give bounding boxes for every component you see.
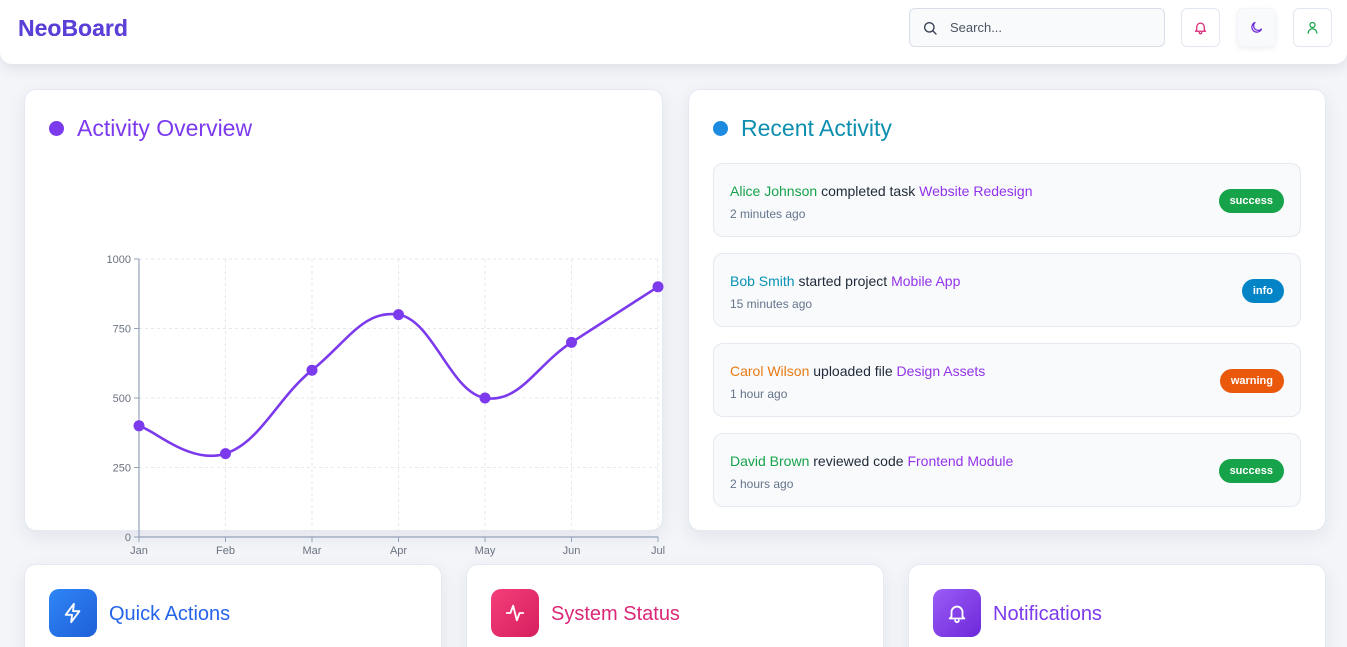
x-tick-label: Mar [303,545,322,557]
quick-actions-card: Quick Actions [24,564,442,647]
title-dot [713,121,728,136]
x-tick-label: Jan [130,545,148,557]
activity-time: 2 hours ago [730,477,794,491]
x-tick-label: Jun [563,545,581,557]
notifications-button[interactable] [1181,8,1220,47]
data-point [566,336,577,348]
system-status-card: System Status [466,564,884,647]
activity-line-chart: 0 250 500 750 1000 Jan Feb Mar Apr May Jun Jul [107,254,665,557]
bell-icon-tile [933,589,981,637]
data-point [133,420,145,432]
status-badge: success [1218,459,1284,483]
theme-toggle-button[interactable] [1237,8,1276,47]
pulse-icon-tile [491,589,539,637]
status-badge: warning [1219,369,1284,393]
y-tick-label: 750 [113,324,131,336]
x-tick-label: Jul [651,545,665,557]
data-point [220,448,231,460]
y-tick-label: 0 [125,532,131,544]
user-icon [1307,21,1318,34]
bell-icon [1194,22,1207,35]
recent-activity-title: Recent Activity [741,115,892,141]
search-box[interactable] [909,8,1165,47]
activity-action: started project [798,273,888,289]
pulse-icon [505,604,525,622]
notifications-title: Notifications [993,603,1102,625]
lightning-icon [64,602,81,624]
activity-action: completed task [821,183,916,199]
activity-item[interactable]: David Brown reviewed code Frontend Modul… [713,433,1301,507]
activity-time: 1 hour ago [730,387,788,401]
activity-text: Bob Smith started project Mobile App [730,273,960,289]
title-dot [49,121,64,136]
activity-user[interactable]: David Brown [730,453,810,469]
activity-target[interactable]: Design Assets [896,363,986,379]
activity-user[interactable]: Carol Wilson [730,363,810,379]
data-point [479,392,491,404]
recent-activity-card: Recent Activity Alice Johnson completed … [688,89,1326,531]
y-tick-label: 1000 [107,254,131,266]
data-point [393,309,404,321]
profile-button[interactable] [1293,8,1332,47]
status-badge: success [1218,189,1284,213]
moon-icon [1251,21,1263,33]
activity-item[interactable]: Bob Smith started project Mobile App 15 m… [713,253,1301,327]
status-badge: info [1241,279,1284,303]
x-tick-label: Apr [390,545,407,557]
activity-target[interactable]: Mobile App [891,273,961,289]
activity-text: Carol Wilson uploaded file Design Assets [730,363,985,379]
recent-activity-heading: Recent Activity [713,115,892,142]
activity-item[interactable]: Carol Wilson uploaded file Design Assets… [713,343,1301,417]
activity-text: Alice Johnson completed task Website Red… [730,183,1033,199]
y-tick-label: 250 [113,463,131,475]
activity-action: uploaded file [813,363,893,379]
quick-actions-title: Quick Actions [109,603,231,625]
x-tick-label: May [475,545,496,557]
search-icon [924,21,937,35]
top-bar: NeoBoard [0,0,1347,64]
activity-user[interactable]: Alice Johnson [730,183,818,199]
search-input[interactable] [950,20,1140,35]
activity-overview-heading: Activity Overview [49,115,252,142]
system-status-title: System Status [551,603,680,625]
activity-text: David Brown reviewed code Frontend Modul… [730,453,1013,469]
brand-logo[interactable]: NeoBoard [18,15,128,41]
activity-overview-title: Activity Overview [77,115,253,141]
activity-action: reviewed code [813,453,904,469]
bell-icon [948,605,966,624]
activity-time: 15 minutes ago [730,297,813,311]
activity-target[interactable]: Frontend Module [907,453,1014,469]
x-tick-label: Feb [216,545,235,557]
activity-target[interactable]: Website Redesign [919,183,1033,199]
lightning-icon-tile [49,589,97,637]
y-tick-label: 500 [113,393,131,405]
notifications-card: Notifications [908,564,1326,647]
activity-item[interactable]: Alice Johnson completed task Website Red… [713,163,1301,237]
activity-overview-card: Activity Overview 0 250 500 750 1000 Jan Feb Ma… [24,89,665,557]
data-point [652,281,664,293]
activity-time: 2 minutes ago [730,207,806,221]
activity-user[interactable]: Bob Smith [730,273,795,289]
data-point [306,364,318,376]
